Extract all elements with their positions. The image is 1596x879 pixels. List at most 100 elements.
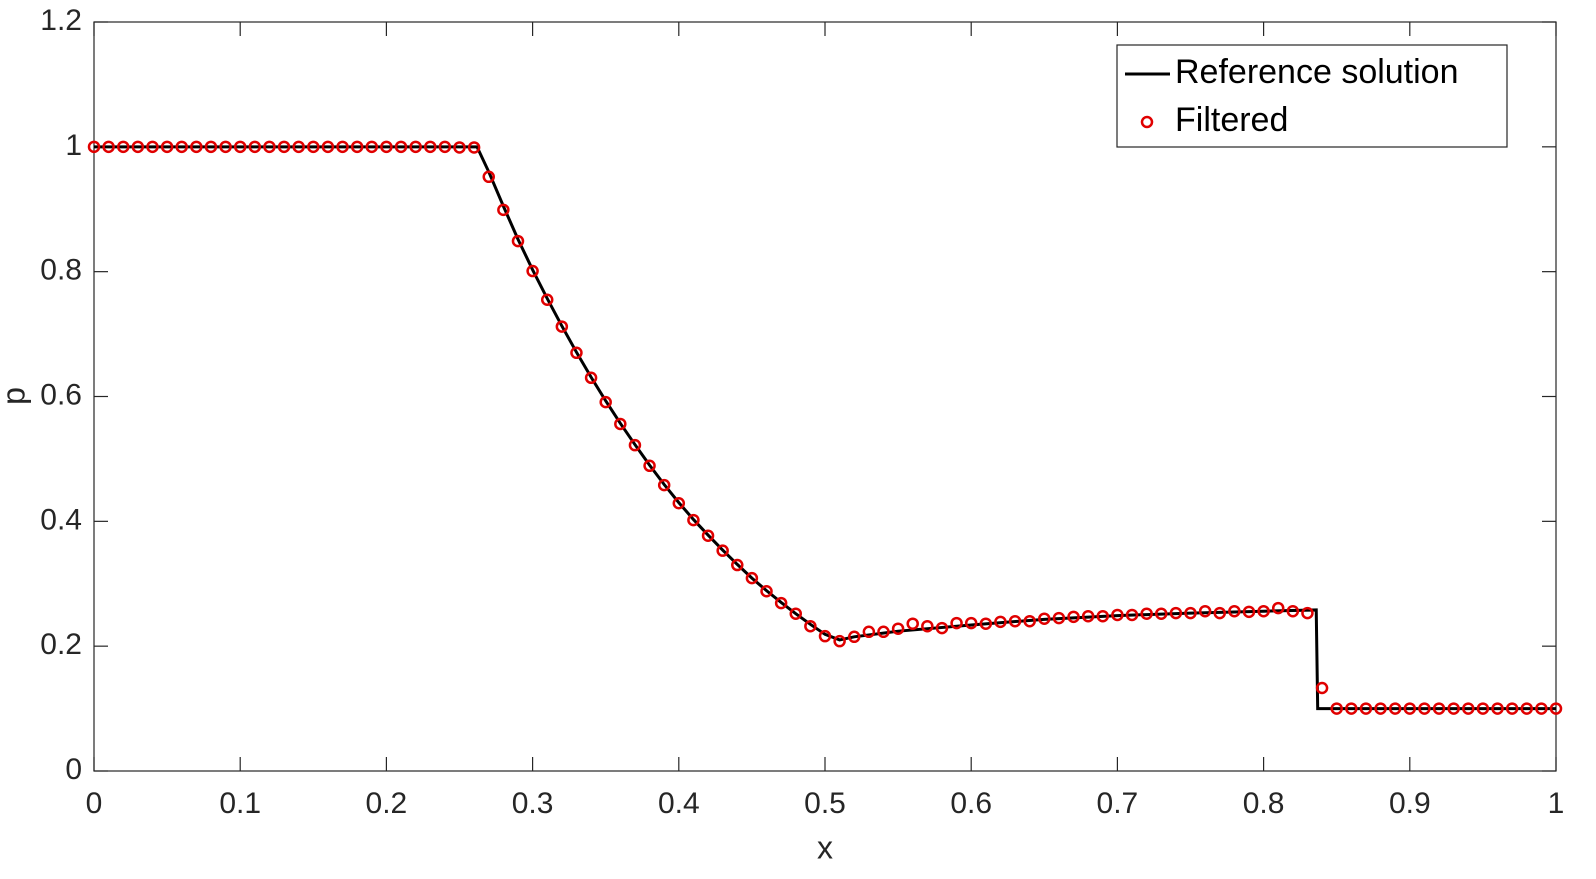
marker: [1418, 702, 1431, 715]
y-axis-label: p: [0, 387, 31, 405]
x-tick-label: 0.5: [804, 787, 846, 820]
marker: [1155, 607, 1168, 620]
marker: [87, 140, 101, 154]
marker: [467, 141, 481, 154]
y-tick-label: 0.8: [40, 254, 82, 287]
x-tick-label: 0.9: [1389, 787, 1431, 820]
marker: [1301, 606, 1314, 620]
marker: [1008, 614, 1022, 628]
marker: [1271, 601, 1285, 615]
legend-marker: [1140, 115, 1154, 129]
marker: [921, 619, 934, 633]
reference-line: [94, 145, 1556, 711]
x-tick-label: 0.3: [512, 787, 554, 820]
marker: [1491, 702, 1504, 715]
marker: [1023, 614, 1036, 628]
marker: [307, 140, 320, 154]
marker: [1286, 604, 1300, 618]
marker: [643, 459, 656, 473]
marker: [994, 615, 1007, 629]
marker: [1184, 606, 1197, 620]
marker: [672, 496, 686, 510]
marker: [1213, 606, 1226, 620]
marker: [453, 141, 466, 154]
x-tick-label: 0.2: [366, 787, 408, 820]
x-tick-label: 0.6: [950, 787, 992, 820]
marker: [1111, 608, 1124, 622]
marker: [1052, 611, 1066, 625]
marker: [745, 571, 759, 585]
marker: [1520, 702, 1534, 715]
marker: [1169, 606, 1183, 620]
marker: [964, 616, 978, 630]
y-tick-label: 0.6: [40, 378, 82, 411]
marker: [1081, 609, 1095, 623]
marker: [1359, 702, 1373, 715]
marker: [804, 619, 817, 633]
marker: [862, 625, 876, 639]
marker: [584, 371, 598, 385]
y-tick-label: 1.2: [40, 4, 82, 37]
legend-label: Filtered: [1175, 101, 1288, 139]
marker: [380, 140, 393, 154]
x-tick-label: 0.8: [1243, 787, 1285, 820]
marker: [1228, 604, 1241, 618]
marker: [1140, 607, 1153, 620]
marker: [321, 140, 335, 154]
marker: [511, 234, 525, 248]
marker: [570, 346, 583, 360]
marker: [833, 634, 846, 648]
marker: [1403, 702, 1417, 715]
marker: [979, 617, 993, 630]
marker: [1432, 702, 1446, 715]
x-tick-label: 0: [86, 787, 103, 820]
marker: [263, 140, 276, 154]
marker: [1125, 608, 1139, 622]
marker: [526, 264, 539, 278]
x-tick-label: 0.1: [219, 787, 261, 820]
marker: [350, 140, 364, 154]
x-axis-label: x: [817, 829, 833, 865]
marker: [1330, 702, 1343, 715]
marker: [277, 140, 291, 154]
marker: [540, 293, 554, 307]
marker: [760, 584, 773, 598]
marker: [102, 140, 115, 154]
marker: [950, 616, 963, 630]
marker: [1462, 702, 1475, 715]
marker: [175, 140, 188, 154]
marker: [365, 140, 379, 154]
marker: [1374, 702, 1387, 715]
marker: [482, 170, 495, 184]
marker: [1096, 609, 1110, 623]
marker: [116, 140, 130, 154]
marker: [160, 140, 174, 154]
marker: [1549, 702, 1563, 715]
y-tick-label: 0.4: [40, 503, 82, 536]
legend-box: [1116, 44, 1508, 148]
marker: [614, 417, 627, 431]
marker: [1447, 702, 1460, 715]
marker: [248, 140, 262, 154]
y-tick-label: 0.2: [40, 628, 82, 661]
x-tick-label: 0.7: [1097, 787, 1139, 820]
marker: [687, 513, 700, 527]
marker: [1315, 681, 1329, 695]
marker: [891, 622, 905, 635]
marker: [628, 438, 642, 452]
marker: [731, 558, 744, 572]
y-tick-label: 1: [65, 129, 82, 162]
marker: [1535, 702, 1548, 715]
marker: [555, 320, 569, 333]
marker: [131, 140, 145, 154]
marker: [1476, 702, 1490, 715]
marker: [774, 596, 788, 610]
marker: [1038, 612, 1051, 625]
marker: [497, 203, 510, 217]
marker: [1345, 702, 1358, 715]
marker: [877, 625, 890, 639]
marker: [233, 140, 247, 154]
marker: [716, 544, 729, 557]
marker: [1388, 702, 1402, 715]
